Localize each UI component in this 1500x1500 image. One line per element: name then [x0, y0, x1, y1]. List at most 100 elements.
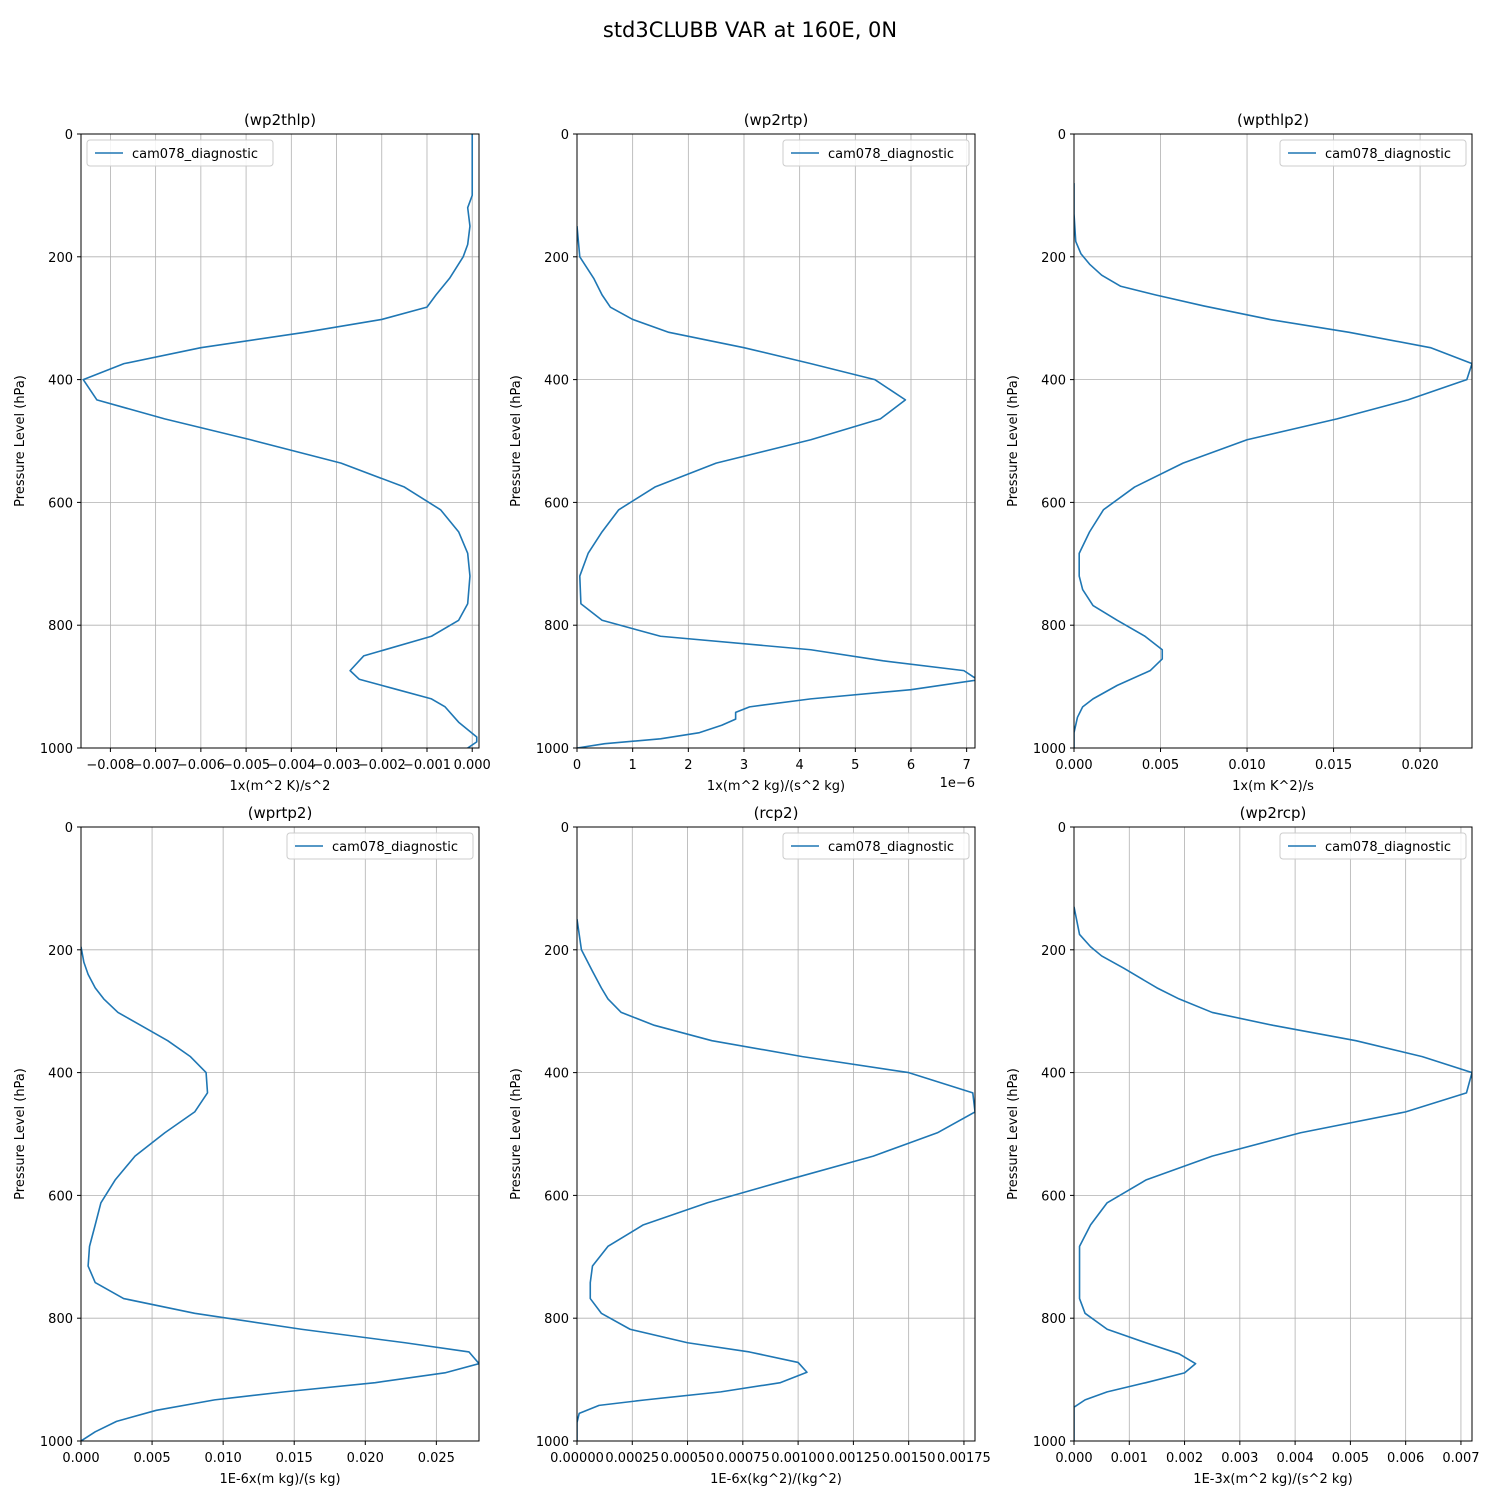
- x-tick-label: 0.005: [1142, 758, 1179, 773]
- y-tick-label: 200: [1041, 944, 1066, 959]
- y-tick-label: 800: [1041, 1312, 1066, 1327]
- x-axis-label: 1E-6x(m kg)/(s kg): [219, 1472, 340, 1487]
- y-tick-label: 200: [544, 944, 569, 959]
- y-axis-label: Pressure Level (hPa): [1006, 1068, 1021, 1200]
- y-tick-label: 1000: [40, 1435, 73, 1450]
- y-tick-label: 200: [48, 944, 73, 959]
- y-axis-label: Pressure Level (hPa): [509, 375, 524, 507]
- legend-label: cam078_diagnostic: [1325, 147, 1451, 162]
- legend: cam078_diagnostic: [1279, 139, 1467, 167]
- y-tick-label: 1000: [1033, 1435, 1066, 1450]
- panel-title: (wp2thlp): [244, 111, 316, 129]
- panel-title: (wp2rtp): [744, 111, 809, 129]
- y-tick-label: 400: [544, 1067, 569, 1082]
- x-tick-label: 0.010: [205, 1451, 242, 1466]
- x-tick-label: 0.00050: [661, 1451, 715, 1466]
- chart-panel-4: 0.000 0.005 0.010 0.015 0.020 0.025 0 200 400 600…: [13, 804, 480, 1487]
- y-tick-label: 1000: [536, 742, 569, 757]
- series-line-1: [1074, 183, 1472, 748]
- x-tick-label: 4: [796, 758, 804, 773]
- x-tick-label: 0.000: [1055, 758, 1092, 773]
- legend-label: cam078_diagnostic: [828, 147, 954, 162]
- legend-label: cam078_diagnostic: [828, 840, 954, 855]
- legend-label: cam078_diagnostic: [1325, 840, 1451, 855]
- x-tick-label: −0.003: [312, 758, 360, 773]
- x-axis-label: 1x(m^2 K)/s^2: [230, 779, 331, 794]
- y-tick-label: 0: [65, 821, 73, 836]
- x-tick-label: 3: [740, 758, 748, 773]
- legend: cam078_diagnostic: [1279, 832, 1467, 860]
- x-tick-label: 0.000: [62, 1451, 99, 1466]
- panel-title: (wprtp2): [248, 804, 313, 822]
- legend-box: [782, 139, 970, 167]
- legend: cam078_diagnostic: [782, 139, 970, 167]
- x-tick-label: 0.010: [1228, 758, 1265, 773]
- legend: cam078_diagnostic: [86, 139, 274, 167]
- y-tick-label: 600: [48, 1189, 73, 1204]
- y-tick-label: 800: [544, 619, 569, 634]
- x-tick-label: 0.000: [454, 758, 491, 773]
- figure-title: std3CLUBB VAR at 160E, 0N: [603, 18, 897, 42]
- y-tick-label: 400: [48, 374, 73, 389]
- y-tick-label: 0: [65, 128, 73, 143]
- x-tick-label: 0.00125: [827, 1451, 881, 1466]
- x-tick-label: 0.00025: [605, 1451, 659, 1466]
- x-tick-label: 0.00100: [771, 1451, 825, 1466]
- panel-title: (rcp2): [754, 804, 799, 822]
- y-tick-label: 800: [48, 619, 73, 634]
- y-axis-label: Pressure Level (hPa): [1006, 375, 1021, 507]
- y-tick-label: 400: [544, 374, 569, 389]
- chart-panel-1: −0.008−0.007−0.006−0.005−0.004−0.003−0.0…: [13, 111, 491, 794]
- panel-title: (wp2rcp): [1240, 804, 1307, 822]
- chart-panel-6: 0.000 0.001 0.002 0.003 0.004 0.005 0.006 0.007…: [1006, 804, 1480, 1487]
- chart-panels: −0.008−0.007−0.006−0.005−0.004−0.003−0.0…: [13, 111, 1480, 1487]
- series-line-1: [577, 226, 975, 748]
- plot-frame: [80, 133, 480, 749]
- x-tick-label: 0.00000: [550, 1451, 604, 1466]
- x-tick-label: 1: [629, 758, 637, 773]
- plot-frame: [576, 826, 976, 1442]
- x-tick-label: 0.005: [133, 1451, 170, 1466]
- legend-label: cam078_diagnostic: [332, 840, 458, 855]
- plot-frame: [80, 826, 480, 1442]
- x-tick-label: 2: [684, 758, 692, 773]
- x-tick-label: 5: [851, 758, 859, 773]
- y-tick-label: 600: [544, 1189, 569, 1204]
- x-tick-label: 0.00075: [716, 1451, 770, 1466]
- chart-panel-3: 0.000 0.005 0.010 0.015 0.020 0 200 400 600 800 10…: [1006, 111, 1473, 794]
- y-axis-label: Pressure Level (hPa): [13, 375, 28, 507]
- legend: cam078_diagnostic: [782, 832, 970, 860]
- x-tick-label: 0.004: [1277, 1451, 1314, 1466]
- x-tick-label: −0.002: [358, 758, 406, 773]
- y-tick-label: 400: [1041, 1067, 1066, 1082]
- plot-frame: [1073, 133, 1473, 749]
- legend-box: [1279, 139, 1467, 167]
- x-tick-label: 0.002: [1166, 1451, 1203, 1466]
- y-tick-label: 800: [1041, 619, 1066, 634]
- x-tick-label: −0.008: [86, 758, 134, 773]
- legend-box: [86, 139, 274, 167]
- x-tick-label: 0.00175: [937, 1451, 991, 1466]
- x-tick-label: −0.005: [222, 758, 270, 773]
- x-tick-label: 0.003: [1221, 1451, 1258, 1466]
- panel-title: (wpthlp2): [1237, 111, 1309, 129]
- legend-box: [1279, 832, 1467, 860]
- y-tick-label: 0: [561, 821, 569, 836]
- y-tick-label: 600: [1041, 1189, 1066, 1204]
- x-tick-label: −0.006: [177, 758, 225, 773]
- x-offset-label: 1e−6: [940, 776, 975, 791]
- x-tick-label: 0.000: [1055, 1451, 1092, 1466]
- x-axis-label: 1x(m K^2)/s: [1232, 779, 1314, 794]
- legend: cam078_diagnostic: [286, 832, 474, 860]
- series-line-1: [577, 918, 975, 1441]
- x-tick-label: −0.001: [403, 758, 451, 773]
- legend-box: [286, 832, 474, 860]
- y-tick-label: 0: [1058, 821, 1066, 836]
- series-line-1: [82, 134, 478, 748]
- x-tick-label: 7: [963, 758, 971, 773]
- series-line-1: [1074, 906, 1472, 1441]
- x-tick-label: −0.004: [267, 758, 315, 773]
- y-tick-label: 400: [48, 1067, 73, 1082]
- y-axis-label: Pressure Level (hPa): [509, 1068, 524, 1200]
